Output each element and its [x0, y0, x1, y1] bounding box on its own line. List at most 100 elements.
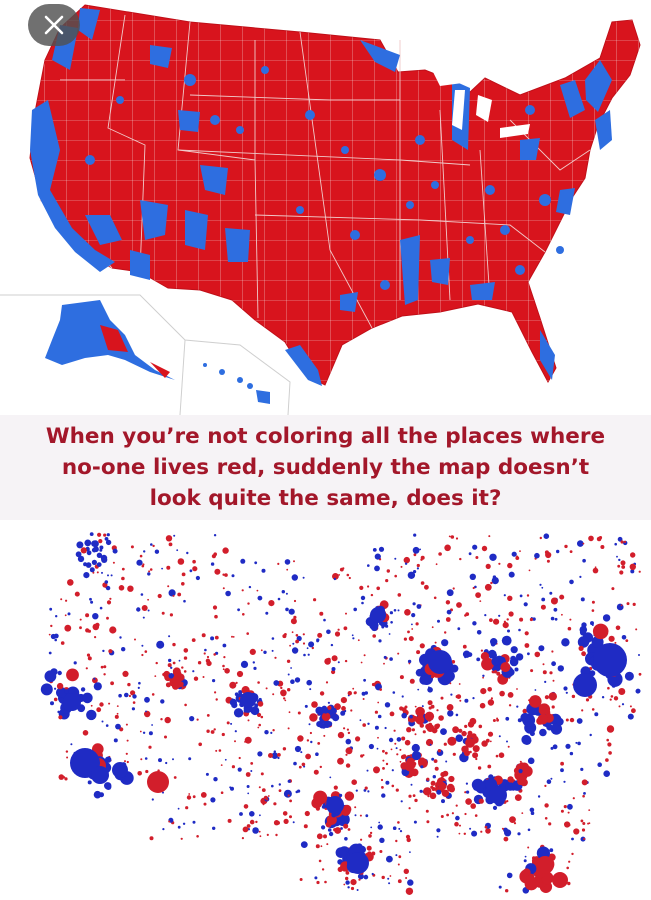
county-bubble — [348, 576, 351, 580]
county-bubble — [141, 564, 145, 568]
county-bubble — [286, 568, 289, 571]
county-bubble — [363, 678, 366, 682]
county-bubble — [306, 679, 313, 686]
county-bubble — [489, 618, 493, 622]
city-bubble — [322, 707, 329, 714]
county-bubble — [210, 636, 215, 641]
county-bubble — [67, 612, 71, 616]
county-bubble — [393, 729, 396, 732]
county-bubble — [289, 644, 291, 647]
city-bubble — [551, 661, 556, 667]
county-bubble — [548, 822, 552, 826]
city-bubble — [480, 652, 490, 661]
county-bubble — [142, 731, 146, 734]
county-bubble — [395, 854, 398, 857]
county-bubble — [256, 589, 259, 592]
county-bubble — [387, 877, 390, 880]
county-bubble — [274, 656, 277, 659]
city-bubble — [321, 712, 331, 721]
county-bubble — [337, 757, 344, 765]
city-bubble — [91, 540, 99, 548]
county-bubble — [222, 664, 225, 668]
county-bubble — [438, 552, 442, 556]
county-bubble — [400, 565, 403, 568]
county-bubble — [116, 705, 119, 707]
county-bubble — [161, 567, 164, 570]
county-bubble — [126, 760, 129, 764]
county-bubble — [184, 703, 187, 707]
county-bubble — [331, 655, 338, 662]
county-bubble — [431, 757, 435, 761]
county-bubble — [569, 618, 572, 621]
county-bubble — [206, 655, 210, 659]
county-bubble — [57, 670, 62, 676]
county-bubble — [407, 659, 412, 664]
county-bubble — [638, 570, 641, 573]
county-bubble — [448, 535, 451, 538]
county-bubble — [357, 873, 364, 880]
county-bubble — [588, 809, 591, 811]
county-bubble — [427, 795, 430, 798]
county-bubble — [254, 561, 258, 565]
county-bubble — [581, 828, 586, 832]
county-lines — [30, 5, 640, 385]
county-bubble — [550, 616, 555, 621]
county-bubble — [214, 614, 218, 619]
city-bubble — [93, 682, 102, 691]
county-bubble — [436, 835, 439, 838]
county-bubble — [550, 777, 553, 780]
county-bubble — [333, 577, 337, 581]
county-bubble — [374, 553, 381, 560]
county-bubble — [311, 701, 318, 708]
county-bubble — [377, 736, 379, 739]
county-bubble — [259, 835, 262, 838]
county-bubble — [382, 749, 385, 753]
county-bubble — [414, 705, 417, 708]
county-bubble — [414, 733, 417, 736]
county-bubble — [154, 549, 160, 554]
county-bubble — [192, 795, 196, 799]
city-bubble — [458, 728, 463, 733]
county-bubble — [446, 589, 454, 597]
county-bubble — [148, 570, 151, 573]
county-bubble — [94, 636, 97, 639]
county-bubble — [211, 554, 216, 559]
county-bubble — [241, 837, 244, 840]
county-bubble — [345, 753, 348, 756]
county-bubble — [323, 834, 327, 839]
county-bubble — [399, 830, 403, 833]
county-bubble — [292, 821, 295, 824]
county-bubble — [327, 701, 330, 704]
county-bubble — [580, 767, 584, 771]
county-bubble — [183, 648, 189, 653]
county-bubble — [237, 608, 241, 612]
county-bubble — [64, 624, 72, 632]
county-bubble — [408, 662, 411, 665]
county-bubble — [354, 814, 357, 817]
county-bubble — [591, 624, 594, 626]
metro-bubble — [347, 852, 369, 874]
city-bubble — [104, 537, 109, 541]
county-bubble — [214, 691, 217, 694]
county-bubble — [611, 587, 615, 591]
county-bubble — [315, 844, 320, 849]
county-bubble — [496, 718, 499, 722]
city-bubble — [170, 678, 176, 683]
bubble-map-svg — [40, 532, 642, 895]
county-bubble — [277, 756, 280, 760]
county-bubble — [359, 585, 364, 590]
county-bubble — [464, 812, 467, 816]
county-bubble — [474, 585, 477, 589]
county-bubble — [565, 743, 571, 749]
city-bubble — [80, 547, 87, 554]
county-bubble — [374, 710, 378, 714]
county-bubble — [188, 757, 192, 761]
county-bubble — [226, 721, 230, 725]
county-bubble — [488, 535, 491, 538]
county-bubble — [537, 795, 541, 798]
county-bubble — [106, 600, 112, 605]
county-bubble — [527, 828, 531, 832]
county-bubble — [544, 803, 549, 808]
close-button[interactable] — [28, 4, 80, 46]
county-bubble — [366, 769, 369, 772]
